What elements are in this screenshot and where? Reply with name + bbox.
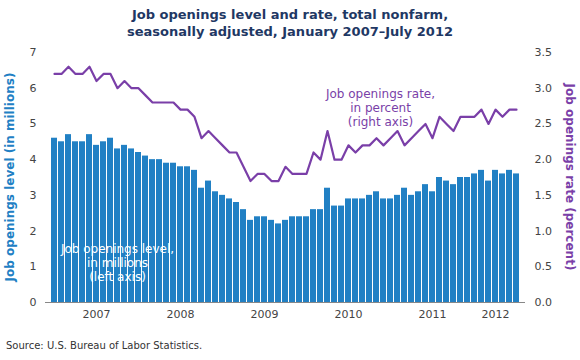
svg-text:0.0: 0.0 xyxy=(535,296,553,309)
svg-text:3: 3 xyxy=(30,189,37,202)
svg-text:2012: 2012 xyxy=(482,308,510,321)
svg-text:2007: 2007 xyxy=(83,308,111,321)
svg-text:1.0: 1.0 xyxy=(535,225,553,238)
svg-text:Job openings level,in millions: Job openings level,in millions(left axis… xyxy=(60,242,174,284)
svg-text:2010: 2010 xyxy=(335,308,363,321)
svg-text:1.5: 1.5 xyxy=(535,189,553,202)
svg-text:Job openings rate,in percent(r: Job openings rate,in percent(right axis) xyxy=(325,87,435,129)
svg-text:3.0: 3.0 xyxy=(535,82,553,95)
svg-text:1: 1 xyxy=(30,260,37,273)
svg-text:6: 6 xyxy=(30,82,37,95)
svg-text:5: 5 xyxy=(30,117,37,130)
svg-text:4: 4 xyxy=(30,153,37,166)
svg-text:2.5: 2.5 xyxy=(535,117,553,130)
svg-text:0: 0 xyxy=(30,296,37,309)
svg-text:3.5: 3.5 xyxy=(535,46,553,59)
svg-text:2: 2 xyxy=(30,225,37,238)
svg-text:2011: 2011 xyxy=(419,308,447,321)
html-text:Source: U.S. Bureau of Labor S: Source: U.S. Bureau of Labor Statistics. xyxy=(6,340,203,351)
svg-text:2.0: 2.0 xyxy=(535,153,553,166)
svg-text:2009: 2009 xyxy=(251,308,279,321)
html-text:Job openings level (in million: Job openings level (in millions) xyxy=(2,72,17,282)
svg-text:7: 7 xyxy=(30,46,37,59)
html-text:Job openings level and rate, t: Job openings level and rate, total nonfa… xyxy=(127,7,453,39)
svg-text:0.5: 0.5 xyxy=(535,260,553,273)
html-text:Job openings rate (percent): Job openings rate (percent) xyxy=(562,83,577,271)
svg-text:2008: 2008 xyxy=(167,308,195,321)
